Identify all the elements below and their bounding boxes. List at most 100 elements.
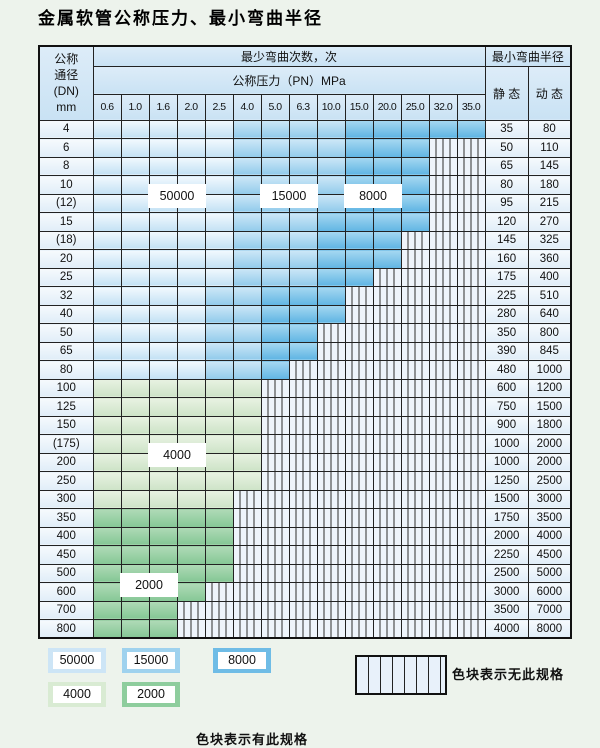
spec-cell-b3	[372, 212, 402, 232]
spec-cell-b1	[92, 138, 122, 158]
no-spec-cell	[400, 526, 430, 546]
spec-cell-b2	[232, 304, 262, 324]
no-spec-cell	[400, 323, 430, 343]
pressure-tick: 10.0	[316, 93, 346, 121]
table-row: 65 390 845	[38, 341, 572, 361]
spec-cell-b1	[92, 341, 122, 361]
no-spec-cell	[316, 582, 346, 602]
no-spec-cell	[344, 286, 374, 306]
spec-cell-b1	[176, 267, 206, 287]
no-spec-cell	[428, 415, 458, 435]
spec-cell-g1	[176, 415, 206, 435]
dn-cell: 500	[38, 563, 94, 583]
no-spec-cell	[176, 600, 206, 620]
spec-cell-g2	[148, 508, 178, 528]
table-row: 6 50 110	[38, 138, 572, 158]
spec-cell-b1	[92, 212, 122, 232]
static-radius-cell: 2250	[484, 545, 529, 565]
spec-cell-b2	[232, 286, 262, 306]
spec-cell-b1	[148, 119, 178, 139]
no-spec-cell	[428, 619, 458, 639]
no-spec-cell	[428, 193, 458, 213]
spec-cell-b1	[204, 267, 234, 287]
no-spec-cell	[232, 600, 262, 620]
spec-cell-b3	[316, 212, 346, 232]
spec-cell-b3	[344, 212, 374, 232]
spec-cell-b2	[232, 323, 262, 343]
spec-cell-g1	[232, 434, 262, 454]
spec-cell-g2	[176, 526, 206, 546]
no-spec-cell	[400, 341, 430, 361]
legend-swatch-15000: 15000	[122, 648, 180, 673]
no-spec-cell	[428, 230, 458, 250]
pressure-tick: 32.0	[428, 93, 458, 121]
legend-swatch-label: 15000	[127, 652, 175, 669]
static-column-header: 静 态	[484, 65, 529, 121]
spec-cell-g1	[204, 452, 234, 472]
static-radius-cell: 390	[484, 341, 529, 361]
no-spec-cell	[288, 415, 318, 435]
no-spec-cell	[456, 452, 486, 472]
no-spec-cell	[316, 545, 346, 565]
spec-cell-b1	[204, 249, 234, 269]
spec-cell-g2	[92, 508, 122, 528]
spec-cell-g1	[120, 452, 150, 472]
spec-cell-b3	[316, 286, 346, 306]
no-spec-cell	[260, 600, 290, 620]
pressure-tick: 0.6	[92, 93, 122, 121]
spec-cell-g1	[176, 489, 206, 509]
bend-radius-header: 最小弯曲半径	[484, 45, 572, 67]
no-spec-cell	[288, 563, 318, 583]
spec-cell-b3	[316, 249, 346, 269]
spec-cell-g2	[176, 545, 206, 565]
spec-table: 公称 通径 (DN) mm 最少弯曲次数，次 最小弯曲半径 公称压力（PN）MP…	[38, 45, 573, 640]
static-radius-cell: 120	[484, 212, 529, 232]
spec-cell-g1	[204, 471, 234, 491]
table-row: 80 480 1000	[38, 360, 572, 380]
no-spec-cell	[372, 452, 402, 472]
spec-cell-b2	[260, 230, 290, 250]
no-spec-cell	[204, 582, 234, 602]
spec-cell-b3	[400, 175, 430, 195]
no-spec-cell	[400, 230, 430, 250]
no-spec-cell	[400, 508, 430, 528]
spec-cell-g2	[204, 545, 234, 565]
spec-cell-b3	[344, 230, 374, 250]
no-spec-cell	[344, 378, 374, 398]
spec-cell-b2	[204, 304, 234, 324]
pressure-tick: 5.0	[260, 93, 290, 121]
no-spec-cell	[288, 397, 318, 417]
dn-cell: 40	[38, 304, 94, 324]
no-spec-cell	[316, 434, 346, 454]
static-radius-cell: 1000	[484, 434, 529, 454]
spec-cell-g2	[176, 508, 206, 528]
spec-cell-b1	[92, 304, 122, 324]
spec-cell-b1	[204, 119, 234, 139]
spec-cell-g2	[148, 526, 178, 546]
dynamic-radius-cell: 2000	[527, 434, 572, 454]
spec-cell-g1	[204, 489, 234, 509]
spec-cell-g1	[232, 471, 262, 491]
spec-cell-b1	[120, 193, 150, 213]
no-spec-cell	[344, 360, 374, 380]
spec-cell-g2	[92, 582, 122, 602]
static-radius-cell: 280	[484, 304, 529, 324]
dn-cell: 350	[38, 508, 94, 528]
legend-swatch-label: 8000	[218, 652, 266, 669]
no-spec-cell	[316, 508, 346, 528]
no-spec-cell	[232, 526, 262, 546]
spec-cell-b3	[260, 304, 290, 324]
table-row: (175) 1000 2000	[38, 434, 572, 454]
no-spec-cell	[428, 471, 458, 491]
no-spec-cell	[428, 249, 458, 269]
no-spec-cell	[456, 323, 486, 343]
no-spec-cell	[344, 304, 374, 324]
spec-cell-g1	[232, 452, 262, 472]
static-radius-cell: 1750	[484, 508, 529, 528]
table-row: 40 280 640	[38, 304, 572, 324]
spec-cell-b2	[288, 212, 318, 232]
table-row: 300 1500 3000	[38, 489, 572, 509]
no-spec-cell	[288, 600, 318, 620]
spec-cell-b1	[92, 119, 122, 139]
no-spec-cell	[260, 471, 290, 491]
